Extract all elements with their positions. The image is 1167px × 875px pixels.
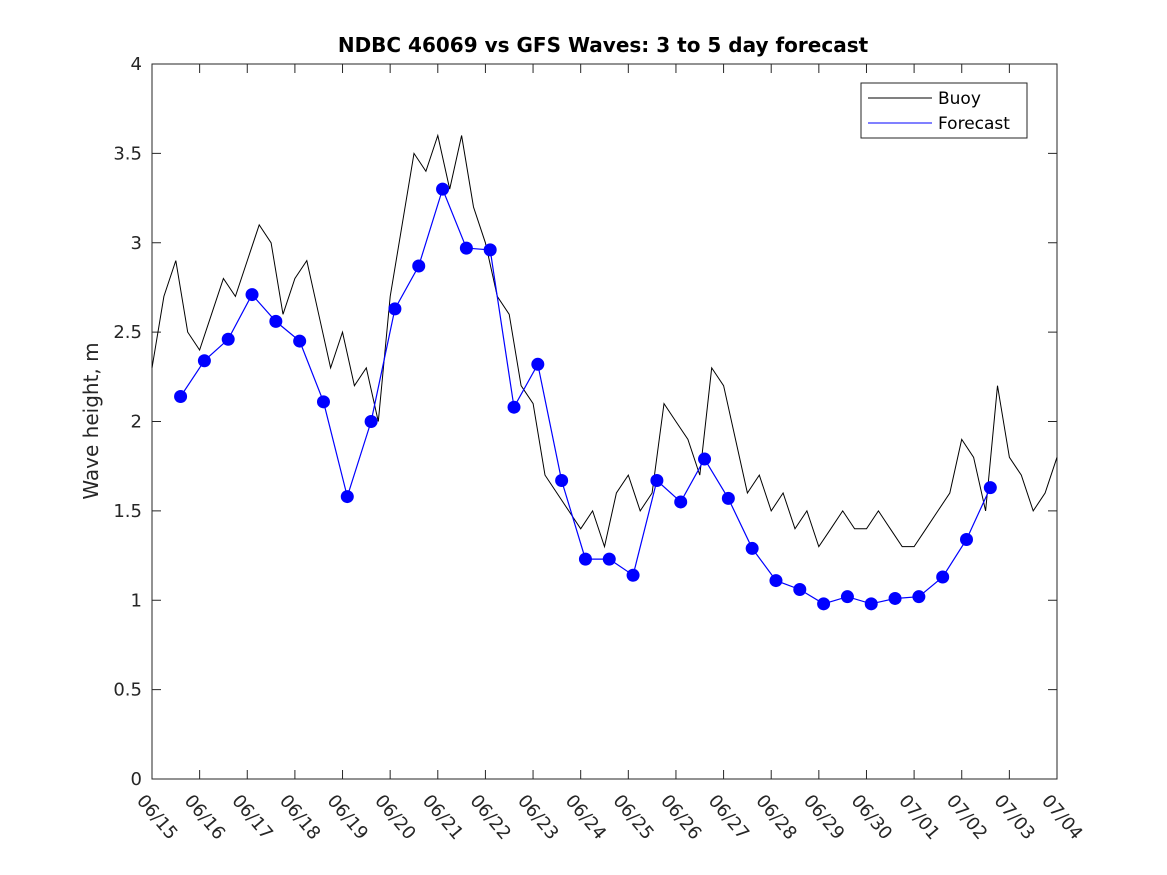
x-tick-label: 06/28 (751, 791, 800, 844)
forecast-point (221, 332, 235, 346)
y-tick-label: 2 (131, 412, 142, 433)
forecast-point (388, 302, 402, 316)
y-tick-label: 0.5 (113, 680, 142, 701)
plot-area-frame (151, 63, 1058, 780)
forecast-point (626, 568, 640, 582)
forecast-point (674, 495, 688, 509)
forecast-point (578, 552, 592, 566)
y-tick-label: 4 (131, 54, 142, 75)
x-tick-label: 06/15 (132, 791, 181, 844)
forecast-point (436, 182, 450, 196)
x-tick-label: 06/30 (847, 791, 896, 844)
forecast-series-line (180, 187, 991, 605)
forecast-point (960, 532, 973, 546)
chart-title: NDBC 46069 vs GFS Waves: 3 to 5 day fore… (338, 33, 869, 57)
forecast-point (840, 590, 854, 604)
forecast-point (245, 288, 259, 302)
forecast-point (721, 491, 735, 505)
x-tick-label: 06/17 (227, 791, 276, 844)
forecast-point (745, 541, 759, 555)
forecast-point (864, 597, 878, 611)
x-tick-label: 06/23 (513, 791, 562, 844)
forecast-point (412, 259, 426, 273)
x-tick-label: 06/29 (799, 791, 848, 844)
forecast-point (316, 395, 330, 409)
forecast-point (793, 583, 807, 597)
forecast-point (650, 473, 664, 487)
legend-buoy-label: Buoy (938, 89, 981, 109)
forecast-point (936, 570, 950, 584)
legend: Buoy Forecast (860, 82, 1028, 139)
x-tick-label: 07/01 (894, 791, 943, 844)
x-tick-label: 06/26 (656, 791, 705, 844)
x-tick-label: 06/18 (275, 791, 324, 844)
y-tick-label: 2.5 (113, 322, 142, 343)
x-tick-label: 06/16 (180, 791, 229, 844)
x-tick-label: 06/24 (561, 791, 610, 844)
forecast-point (507, 400, 521, 414)
forecast-point (888, 591, 902, 605)
forecast-point (817, 597, 831, 611)
x-tick-label: 06/21 (418, 791, 467, 844)
forecast-point (293, 334, 307, 348)
x-tick-label: 07/04 (1037, 791, 1086, 844)
y-tick-label: 3 (131, 233, 142, 254)
forecast-point (555, 473, 569, 487)
y-tick-label: 1 (131, 590, 142, 611)
legend-forecast-label: Forecast (938, 114, 1010, 134)
forecast-point (459, 241, 473, 255)
forecast-point (269, 314, 283, 328)
x-tick-label: 06/27 (704, 791, 753, 844)
forecast-point (174, 389, 188, 403)
forecast-point (983, 481, 997, 495)
y-tick-label: 0 (131, 769, 142, 790)
forecast-point (197, 354, 211, 368)
forecast-point (340, 490, 354, 504)
forecast-point (364, 415, 378, 428)
y-tick-label: 3.5 (113, 143, 142, 164)
forecast-point (769, 574, 783, 588)
forecast-point (602, 552, 616, 566)
legend-box (860, 82, 1028, 139)
forecast-point (483, 243, 497, 257)
x-tick-label: 06/25 (608, 791, 657, 844)
buoy-series-line (151, 133, 1058, 549)
x-tick-label: 07/02 (942, 791, 991, 844)
forecast-point (912, 590, 926, 604)
x-tick-label: 06/22 (466, 791, 515, 844)
forecast-point (698, 452, 712, 466)
forecast-point (531, 357, 545, 371)
x-tick-label: 06/20 (370, 791, 419, 844)
x-tick-label: 07/03 (990, 791, 1039, 844)
y-axis-label: Wave height, m (79, 342, 103, 499)
y-tick-label: 1.5 (113, 501, 142, 522)
x-tick-label: 06/19 (323, 791, 372, 844)
